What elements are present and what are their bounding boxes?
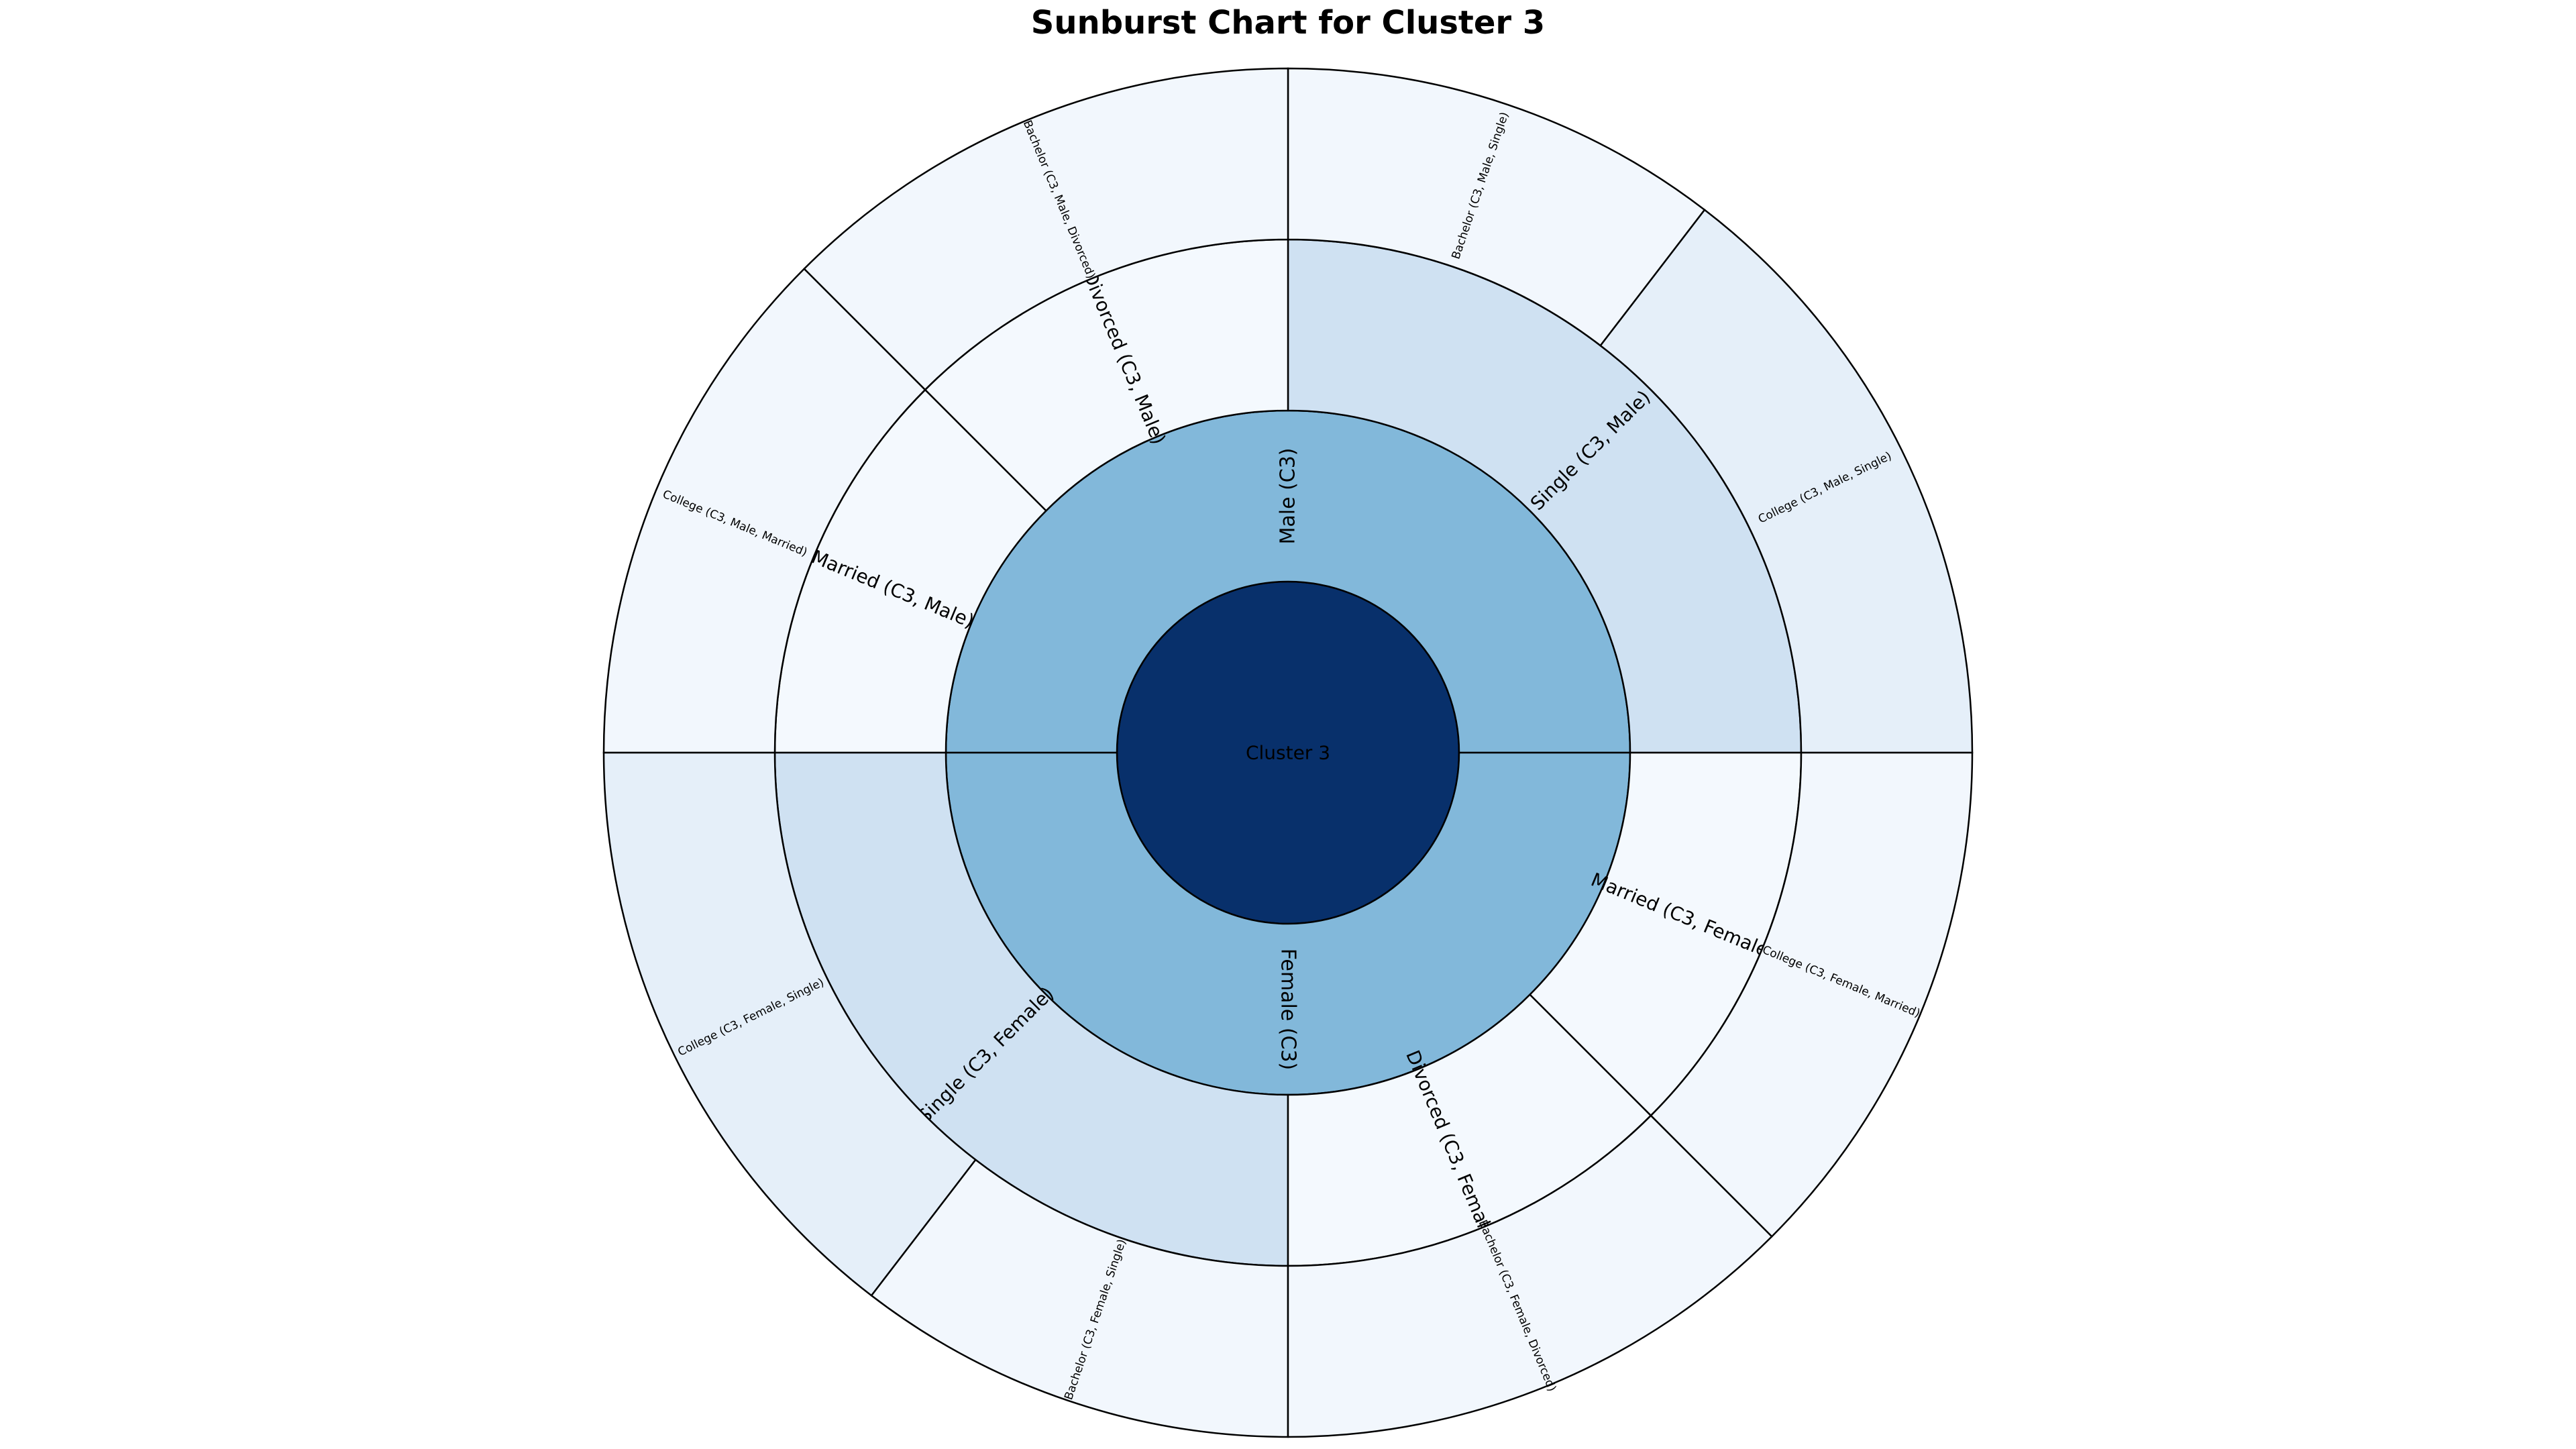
label-male-c3: Male (C3)	[1277, 447, 1300, 544]
label-female-c3: Female (C3)	[1277, 949, 1300, 1070]
label-cluster-3: Cluster 3	[1246, 742, 1330, 764]
segment-college-c3-female-single	[602, 751, 977, 1297]
chart-title: Sunburst Chart for Cluster 3	[1030, 4, 1546, 42]
segment-college-c3-female-married	[1650, 751, 1974, 1238]
segment-college-c3-male-single	[1599, 209, 1974, 754]
